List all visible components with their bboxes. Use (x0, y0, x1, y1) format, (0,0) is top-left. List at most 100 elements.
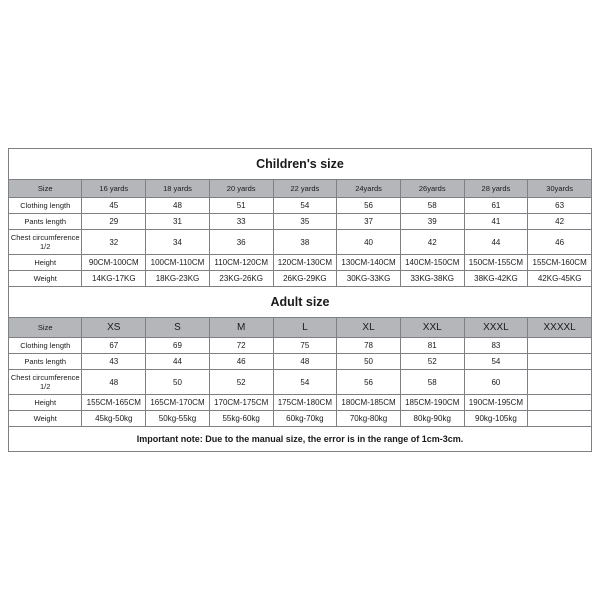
column-header: 20 yards (209, 180, 273, 198)
table-row: Height90CM-100CM100CM-110CM110CM-120CM12… (9, 255, 592, 271)
table-cell: 110CM-120CM (209, 255, 273, 271)
table-cell: 32 (82, 230, 146, 255)
row-label: Weight (9, 411, 82, 427)
table-cell: 150CM-155CM (464, 255, 528, 271)
adult-title: Adult size (9, 287, 592, 318)
table-cell: 155CM-160CM (528, 255, 592, 271)
table-cell: 55kg-60kg (209, 411, 273, 427)
table-cell: 75 (273, 338, 337, 354)
table-cell: 60kg-70kg (273, 411, 337, 427)
table-cell: 60 (464, 370, 528, 395)
table-row: Weight14KG-17KG18KG-23KG23KG-26KG26KG-29… (9, 271, 592, 287)
table-cell: 38 (273, 230, 337, 255)
column-header: 24yards (337, 180, 401, 198)
size-table: Children's sizeSize16 yards18 yards20 ya… (8, 148, 592, 452)
table-cell: 35 (273, 214, 337, 230)
column-header: 28 yards (464, 180, 528, 198)
table-cell (528, 411, 592, 427)
table-cell: 42 (400, 230, 464, 255)
table-row: Height155CM-165CM165CM-170CM170CM-175CM1… (9, 395, 592, 411)
table-cell: 83 (464, 338, 528, 354)
table-cell: 120CM-130CM (273, 255, 337, 271)
row-label: Chest circumference 1/2 (9, 370, 82, 395)
table-cell: 130CM-140CM (337, 255, 401, 271)
row-label: Clothing length (9, 198, 82, 214)
table-cell: 40 (337, 230, 401, 255)
table-cell: 37 (337, 214, 401, 230)
table-cell: 48 (273, 354, 337, 370)
table-cell: 45kg-50kg (82, 411, 146, 427)
table-cell: 180CM-185CM (337, 395, 401, 411)
table-cell: 36 (209, 230, 273, 255)
table-cell: 46 (528, 230, 592, 255)
table-cell (528, 370, 592, 395)
table-cell: 45 (82, 198, 146, 214)
table-cell: 26KG-29KG (273, 271, 337, 287)
column-header: M (209, 318, 273, 338)
table-cell: 44 (464, 230, 528, 255)
table-cell: 81 (400, 338, 464, 354)
table-cell: 38KG-42KG (464, 271, 528, 287)
table-cell (528, 338, 592, 354)
table-cell: 70kg-80kg (337, 411, 401, 427)
important-note: Important note: Due to the manual size, … (9, 427, 592, 452)
table-cell: 69 (146, 338, 210, 354)
column-header: S (146, 318, 210, 338)
table-row: Clothing length4548515456586163 (9, 198, 592, 214)
table-row: Chest circumference 1/248505254565860 (9, 370, 592, 395)
row-label: Height (9, 255, 82, 271)
column-header: XL (337, 318, 401, 338)
row-label: Chest circumference 1/2 (9, 230, 82, 255)
table-cell: 155CM-165CM (82, 395, 146, 411)
table-cell: 190CM-195CM (464, 395, 528, 411)
table-row: Pants length2931333537394142 (9, 214, 592, 230)
children-title: Children's size (9, 149, 592, 180)
table-cell: 54 (273, 370, 337, 395)
table-row: Pants length43444648505254 (9, 354, 592, 370)
table-cell: 33KG-38KG (400, 271, 464, 287)
table-cell: 14KG-17KG (82, 271, 146, 287)
row-label: Clothing length (9, 338, 82, 354)
children-header-row: Size16 yards18 yards20 yards22 yards24ya… (9, 180, 592, 198)
table-cell: 100CM-110CM (146, 255, 210, 271)
table-cell: 54 (464, 354, 528, 370)
table-cell: 48 (82, 370, 146, 395)
table-cell: 58 (400, 198, 464, 214)
table-cell: 56 (337, 370, 401, 395)
column-header: 16 yards (82, 180, 146, 198)
table-cell: 33 (209, 214, 273, 230)
table-cell (528, 395, 592, 411)
table-cell: 63 (528, 198, 592, 214)
table-cell: 165CM-170CM (146, 395, 210, 411)
table-cell: 175CM-180CM (273, 395, 337, 411)
table-cell: 78 (337, 338, 401, 354)
table-cell: 72 (209, 338, 273, 354)
table-cell: 52 (400, 354, 464, 370)
row-label: Height (9, 395, 82, 411)
table-cell: 140CM-150CM (400, 255, 464, 271)
row-label: Pants length (9, 354, 82, 370)
table-cell: 42KG-45KG (528, 271, 592, 287)
column-header: 22 yards (273, 180, 337, 198)
table-cell: 61 (464, 198, 528, 214)
size-chart: Children's sizeSize16 yards18 yards20 ya… (8, 148, 592, 452)
table-cell: 52 (209, 370, 273, 395)
table-cell: 42 (528, 214, 592, 230)
column-header: XXXXL (528, 318, 592, 338)
table-cell: 50kg-55kg (146, 411, 210, 427)
table-cell: 34 (146, 230, 210, 255)
table-cell: 56 (337, 198, 401, 214)
table-cell: 90CM-100CM (82, 255, 146, 271)
table-cell: 46 (209, 354, 273, 370)
column-header: XS (82, 318, 146, 338)
column-header: XXXL (464, 318, 528, 338)
table-cell: 67 (82, 338, 146, 354)
row-label: Weight (9, 271, 82, 287)
table-row: Weight45kg-50kg50kg-55kg55kg-60kg60kg-70… (9, 411, 592, 427)
row-label: Pants length (9, 214, 82, 230)
column-header: 26yards (400, 180, 464, 198)
table-cell: 170CM-175CM (209, 395, 273, 411)
table-cell: 31 (146, 214, 210, 230)
table-cell: 50 (146, 370, 210, 395)
table-cell: 185CM-190CM (400, 395, 464, 411)
